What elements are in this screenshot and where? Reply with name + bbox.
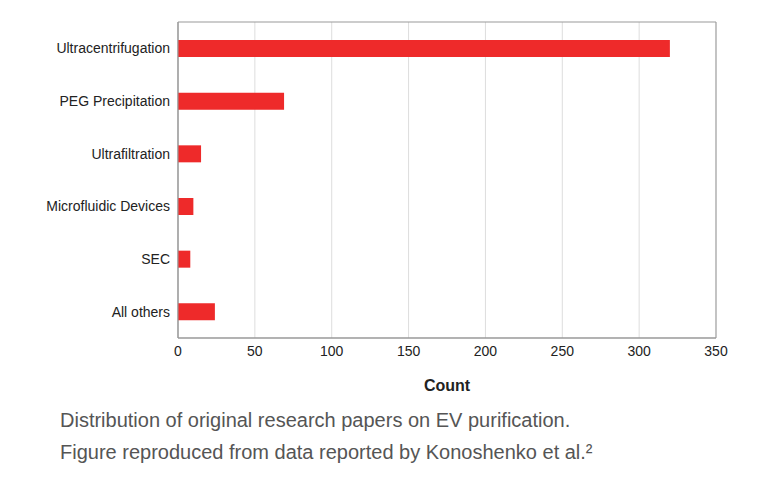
svg-text:Count: Count: [424, 377, 471, 394]
svg-text:Microfluidic Devices: Microfluidic Devices: [46, 198, 170, 214]
svg-text:300: 300: [627, 343, 651, 359]
html-text:Distribution of original resea: Distribution of original research papers…: [60, 409, 571, 431]
svg-text:SEC: SEC: [141, 251, 170, 267]
svg-text:250: 250: [551, 343, 575, 359]
svg-text:100: 100: [320, 343, 344, 359]
svg-text:200: 200: [474, 343, 498, 359]
svg-text:Ultracentrifugation: Ultracentrifugation: [56, 40, 170, 56]
svg-text:150: 150: [397, 343, 421, 359]
svg-text:All others: All others: [112, 304, 170, 320]
svg-text:50: 50: [247, 343, 263, 359]
svg-text:Ultrafiltration: Ultrafiltration: [91, 146, 170, 162]
svg-text:PEG Precipitation: PEG Precipitation: [60, 93, 171, 109]
svg-text:0: 0: [174, 343, 182, 359]
html-text:Figure reproduced from data re: Figure reproduced from data reported by …: [60, 441, 593, 463]
svg-text:350: 350: [704, 343, 728, 359]
